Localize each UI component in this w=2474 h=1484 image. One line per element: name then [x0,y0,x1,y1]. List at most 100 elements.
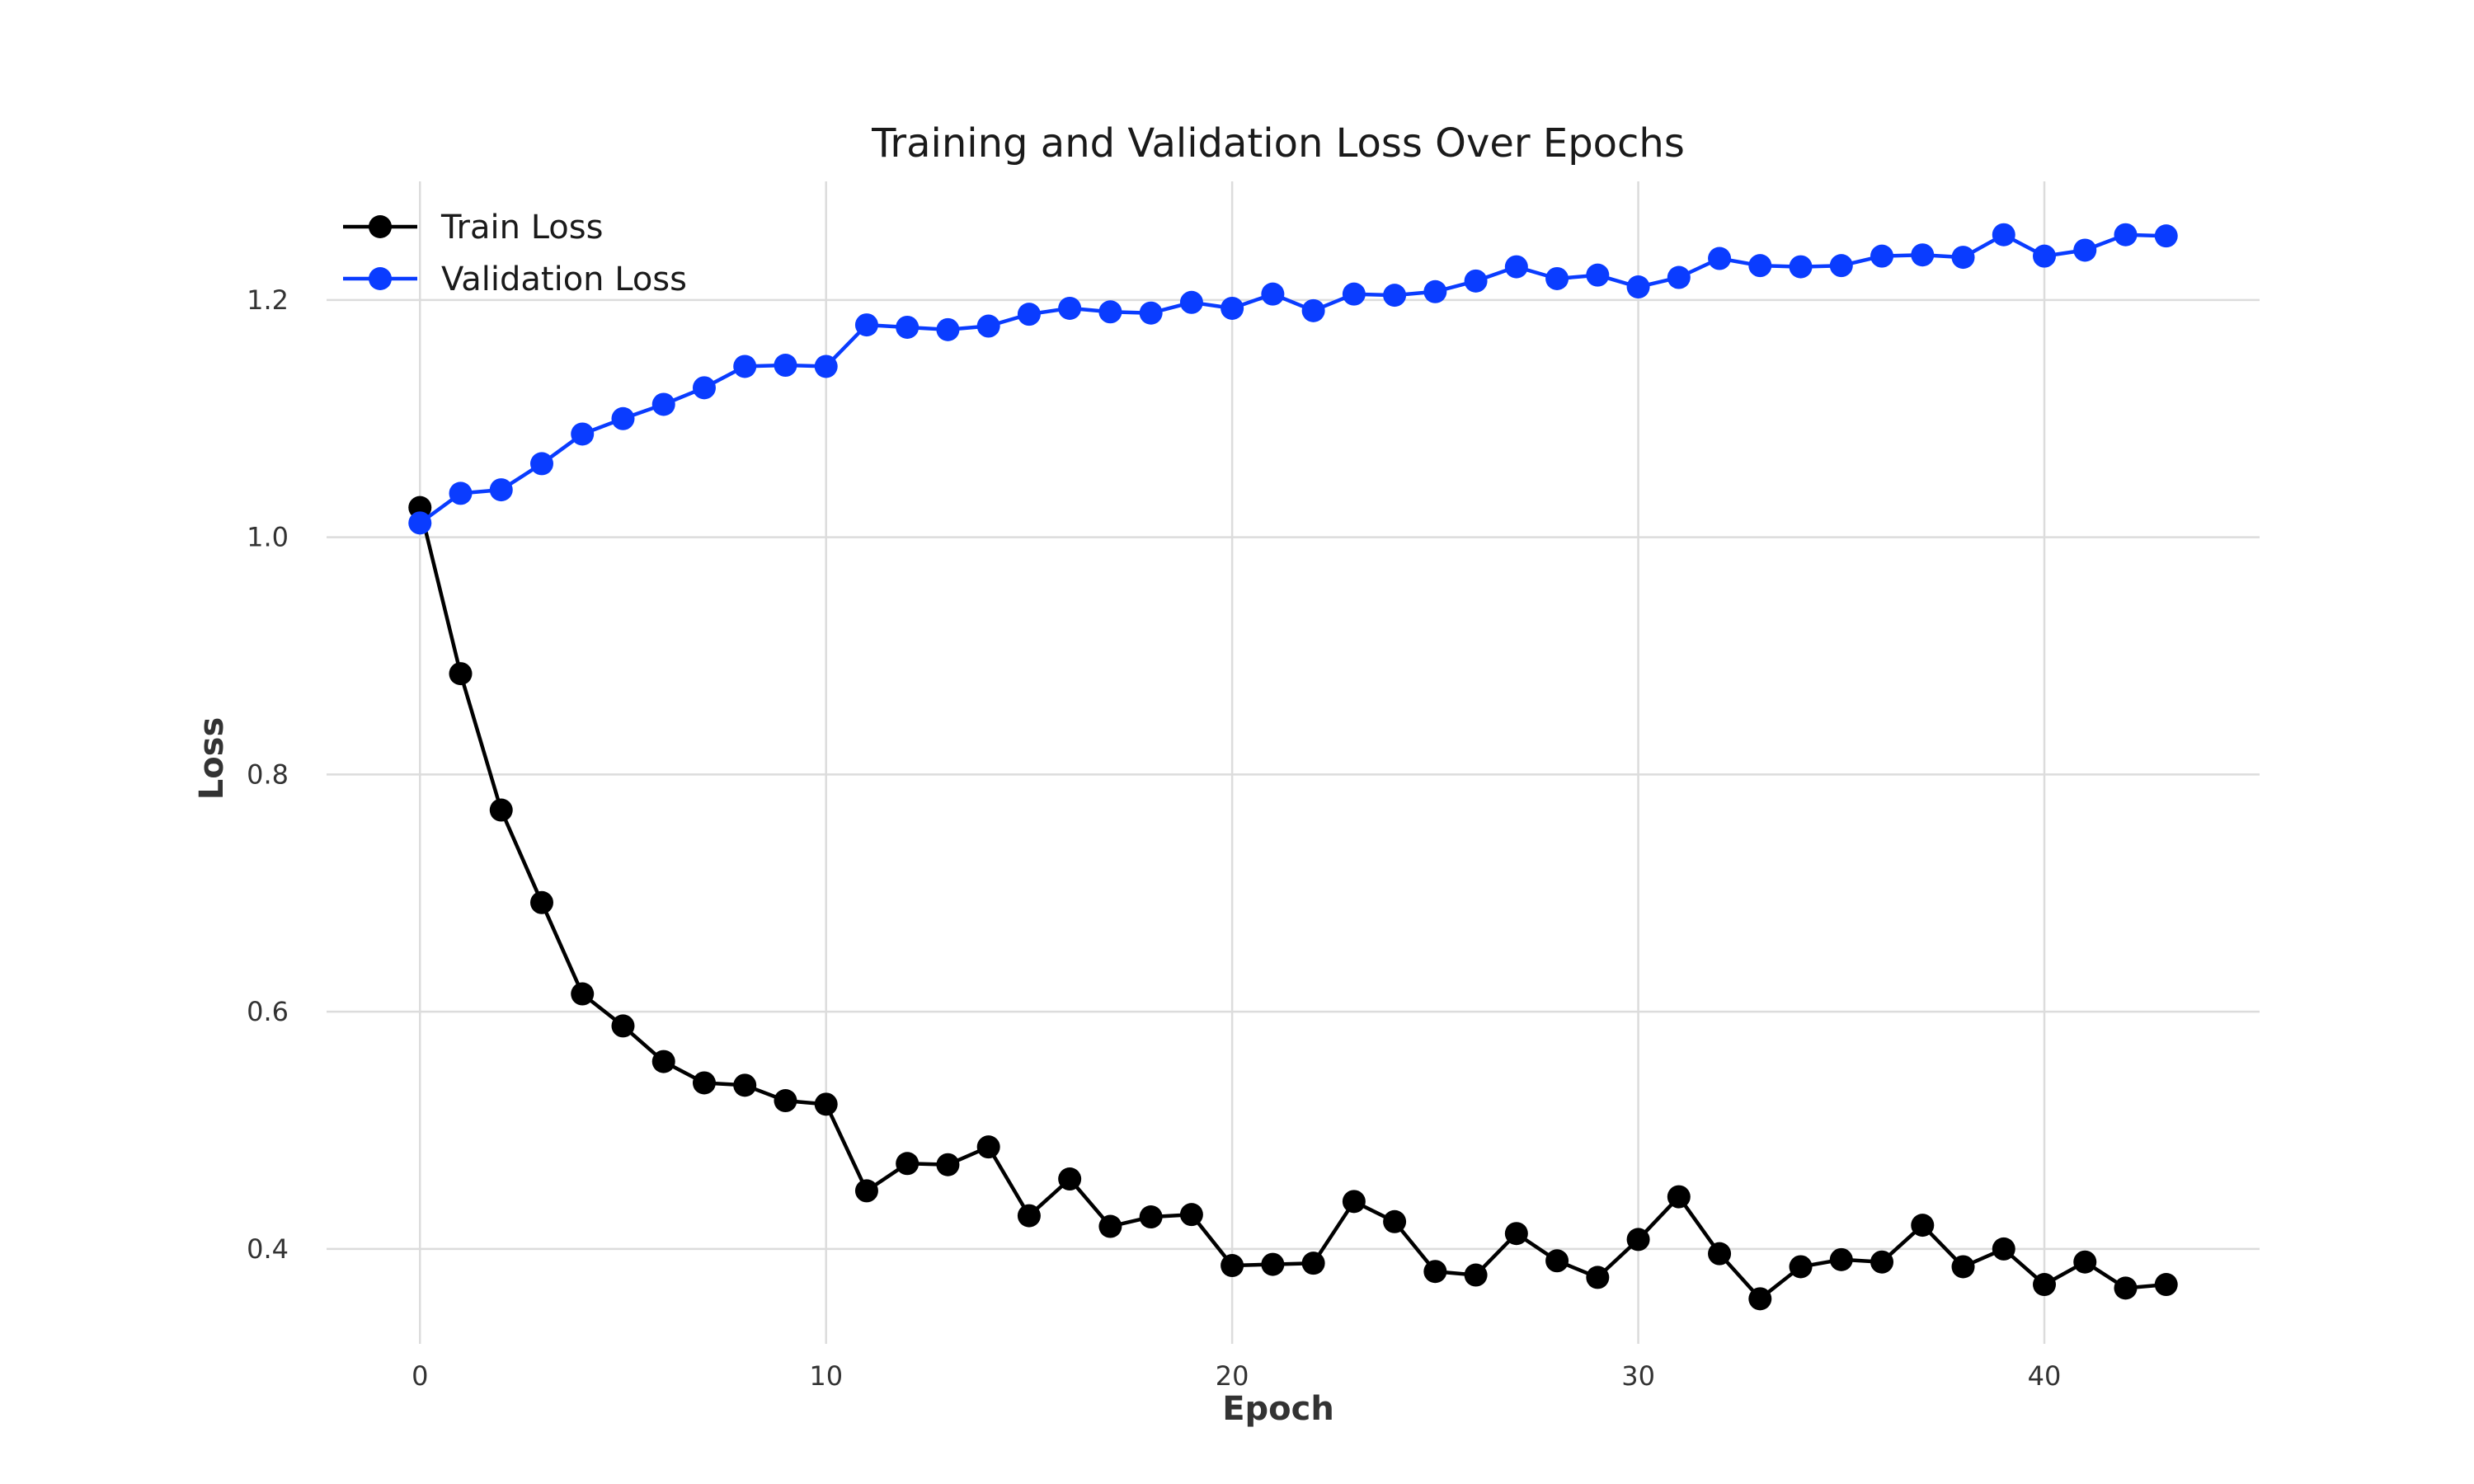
series-line [418,507,2166,1301]
data-point [1789,255,1813,279]
legend-marker [369,215,392,238]
data-point [1139,301,1163,325]
data-point [814,1092,838,1116]
data-point [1221,1254,1244,1278]
legend: Train Loss Validation Loss [343,209,687,298]
chart-title: Training and Validation Loss Over Epochs [871,120,1685,167]
legend-item: Validation Loss [343,261,687,298]
data-point [1139,1205,1163,1229]
data-point [1626,1228,1650,1252]
x-tick-label: 20 [1216,1360,1249,1392]
data-point [1464,1263,1488,1287]
data-point [2033,244,2057,268]
data-point [1179,1203,1203,1227]
data-point [1464,269,1488,293]
data-point [1992,1237,2015,1261]
data-point [2073,1250,2097,1274]
data-point [1098,1214,1122,1238]
legend-label: Train Loss [440,209,603,247]
data-point [733,1073,757,1097]
data-point [449,481,473,505]
data-point [611,406,635,430]
data-point [571,422,595,446]
data-point [2033,1273,2057,1297]
data-point [408,511,432,535]
y-tick-label: 0.6 [247,996,289,1027]
data-point [1342,1190,1366,1214]
data-point [1870,1250,1894,1274]
data-point [1870,244,1894,268]
x-axis-label: Epoch [1222,1390,1334,1428]
data-point [936,317,960,341]
data-point [1504,255,1528,279]
data-point [1911,1214,1935,1237]
data-point [489,798,513,822]
data-point [854,1179,878,1203]
data-point [1951,246,1975,270]
x-tick-label: 10 [809,1360,843,1392]
series-train-loss [408,495,2178,1311]
data-point [1586,1266,1610,1289]
data-point [611,1014,635,1038]
x-tick-label: 40 [2028,1360,2062,1392]
data-point [1179,290,1203,314]
y-tick-label: 0.8 [247,758,289,790]
data-point [1708,1242,1732,1266]
data-point [1667,265,1691,289]
series-validation-loss [408,223,2178,535]
data-point [896,1152,920,1176]
y-tick-label: 1.0 [247,522,289,553]
data-point [2073,238,2097,262]
data-point [1261,282,1285,306]
data-point [1098,300,1122,324]
y-tick-label: 0.4 [247,1233,289,1265]
data-point [1504,1222,1528,1246]
data-point [1748,1287,1772,1311]
data-point [1708,247,1732,270]
data-point [1261,1252,1285,1276]
data-point [651,392,675,416]
data-point [2114,1276,2138,1300]
data-point [1789,1255,1813,1279]
data-point [1626,275,1650,299]
data-point [1748,254,1772,278]
data-point [692,376,716,400]
data-point [1423,279,1447,303]
data-point [936,1153,960,1176]
data-point [1383,284,1407,308]
legend-item: Train Loss [343,209,603,247]
y-axis-label: Loss [193,717,231,801]
data-point [529,452,553,476]
data-point [2154,224,2178,248]
data-point [1951,1255,1975,1279]
data-point [1342,282,1366,306]
data-point [1667,1185,1691,1209]
data-point [896,315,920,339]
data-point [1301,298,1325,322]
data-point [1058,1167,1082,1191]
legend-label: Validation Loss [441,261,687,298]
data-point [1017,1204,1041,1228]
data-point [774,354,797,378]
x-tick-label: 30 [1621,1360,1655,1392]
data-point [1301,1252,1325,1275]
data-point [2154,1273,2178,1297]
legend-marker [369,267,392,290]
y-tick-label: 1.2 [247,284,289,316]
grid-lines [327,181,2260,1344]
series-layer [408,223,2178,1311]
data-point [774,1089,797,1113]
data-point [733,355,757,378]
data-point [976,314,1000,338]
data-point [1586,263,1610,287]
data-point [529,890,553,914]
data-point [1911,243,1935,267]
data-point [1992,223,2015,247]
data-point [1545,266,1569,290]
tick-labels: 0 10 20 30 40 0.4 0.6 0.8 1.0 1.2 [247,284,2061,1392]
data-point [1829,1247,1853,1271]
data-point [1383,1209,1407,1233]
data-point [449,662,473,686]
data-point [571,982,595,1006]
